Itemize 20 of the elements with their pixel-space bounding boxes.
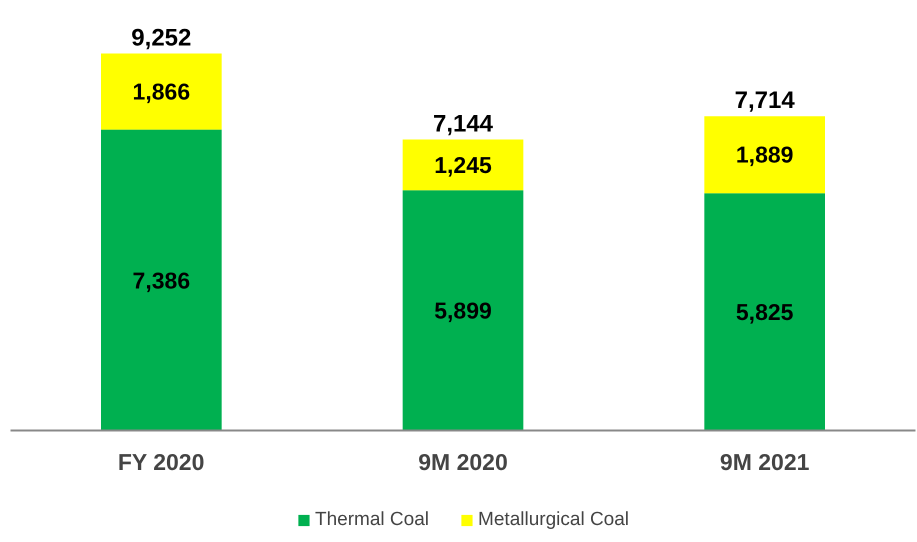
total-label: 7,144: [432, 110, 494, 138]
data-label: 5,825: [736, 299, 794, 326]
bar: [402, 190, 524, 431]
total-label: 9,252: [131, 24, 192, 52]
data-label: 1,866: [132, 78, 190, 105]
data-label: 5,899: [434, 298, 492, 324]
data-label: 1,245: [434, 152, 492, 178]
legend-label: Thermal Coal: [314, 509, 430, 531]
bar: [704, 116, 825, 194]
x-tick-label: 9M 2021: [720, 448, 810, 475]
bar: [101, 53, 222, 130]
bar: [402, 139, 524, 190]
bar: [704, 193, 825, 431]
bar: [101, 130, 222, 431]
data-label: 1,889: [736, 142, 794, 168]
legend-label: Metallurgical Coal: [478, 509, 630, 531]
total-label: 7,714: [734, 87, 796, 114]
data-label: 7,386: [132, 267, 190, 294]
x-tick-label: FY 2020: [118, 448, 204, 475]
x-tick-label: 9M 2020: [418, 448, 508, 475]
